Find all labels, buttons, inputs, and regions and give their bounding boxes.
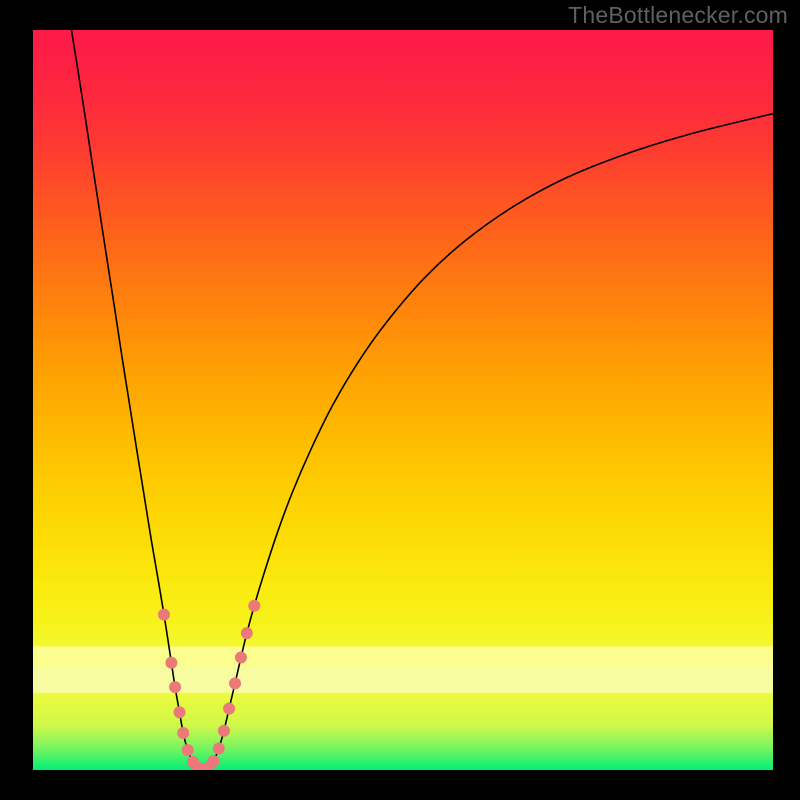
data-marker: [182, 744, 194, 756]
data-marker: [241, 627, 253, 639]
data-marker: [248, 600, 260, 612]
data-marker: [218, 725, 230, 737]
data-marker: [174, 706, 186, 718]
curve-right-branch: [203, 114, 773, 770]
data-marker: [158, 609, 170, 621]
data-marker: [165, 657, 177, 669]
data-marker: [223, 703, 235, 715]
plot-area: [33, 30, 773, 770]
data-marker: [213, 743, 225, 755]
data-marker: [177, 727, 189, 739]
data-marker: [169, 681, 181, 693]
data-marker: [208, 755, 220, 767]
curves-svg: [33, 30, 773, 770]
watermark-text: TheBottlenecker.com: [568, 2, 788, 29]
chart-root: TheBottlenecker.com: [0, 0, 800, 800]
data-marker: [229, 677, 241, 689]
data-marker: [235, 652, 247, 664]
curve-left-branch: [71, 30, 203, 770]
